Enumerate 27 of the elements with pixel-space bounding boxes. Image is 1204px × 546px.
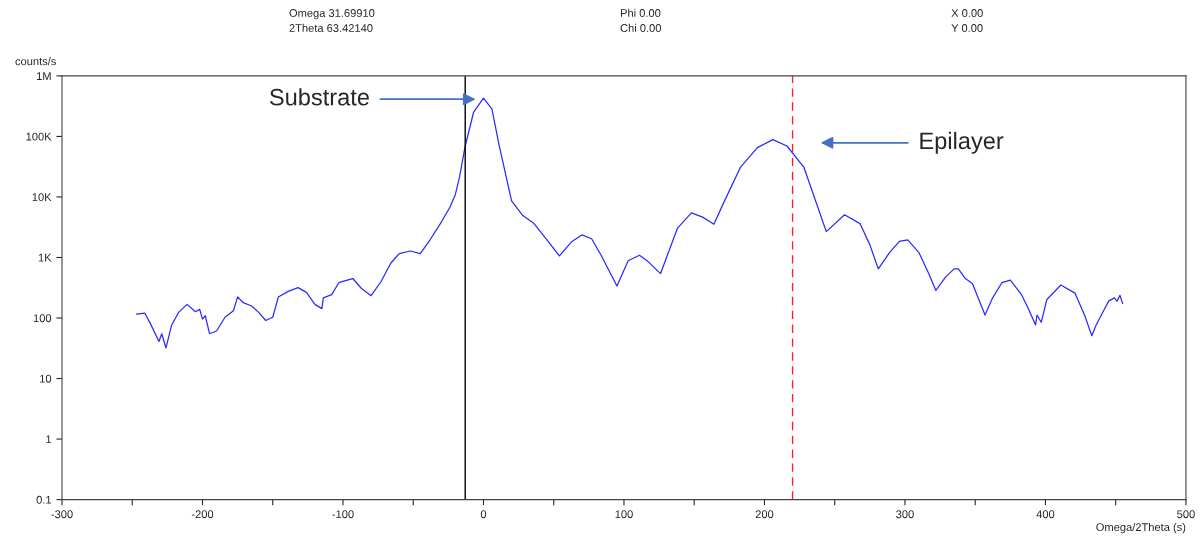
x-tick-label: 200: [755, 510, 774, 519]
x-tick-label: 500: [1177, 510, 1195, 519]
x-tick-label: -200: [191, 510, 214, 519]
x-tick-label: 100: [615, 510, 633, 519]
annotation: Substrate: [269, 88, 369, 106]
y-tick-label: 10K: [32, 193, 52, 202]
annotation: Epilayer: [920, 131, 1004, 154]
x-tick-label: 300: [896, 510, 914, 519]
text: Chi 0.00: [620, 23, 662, 32]
y-tick-label: 1: [46, 435, 52, 444]
text: Omega 31.69910: [289, 9, 375, 20]
y-tick-label: 10: [40, 374, 52, 383]
x-axis-title: Omega/2Theta (s): [1096, 522, 1186, 534]
y-tick-label: 1K: [38, 253, 52, 262]
text: X 0.00: [951, 9, 983, 17]
text: Phi 0.00: [620, 8, 661, 17]
x-tick-label: 400: [1036, 510, 1055, 519]
y-tick-label: 100K: [26, 132, 52, 141]
y-tick-label: 0.1: [36, 495, 52, 504]
y-tick-label: 100: [33, 314, 52, 323]
x-tick-label: 0: [480, 510, 487, 519]
y-axis-title: counts/s: [15, 57, 56, 66]
x-tick-label: -300: [51, 510, 73, 519]
text: 2Theta 63.42140: [289, 23, 373, 32]
y-tick-label: 1M: [37, 72, 51, 80]
x-tick-label: -100: [332, 510, 354, 519]
text: Y 0.00: [951, 24, 983, 32]
